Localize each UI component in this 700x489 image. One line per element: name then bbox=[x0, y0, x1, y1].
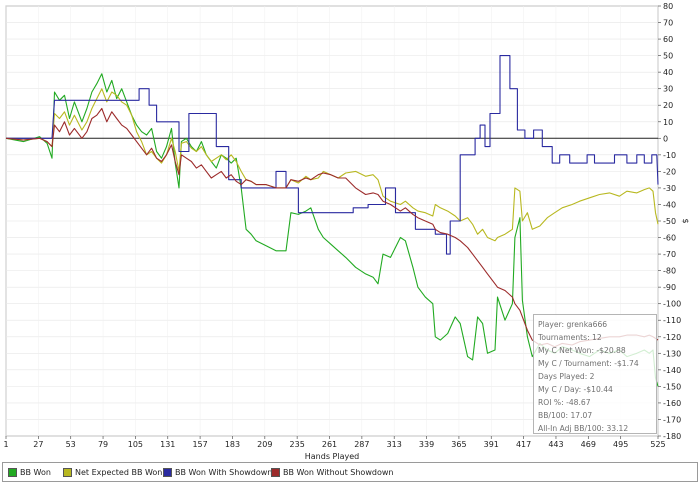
y-tick-label: 60 bbox=[663, 35, 673, 44]
y-tick-label: 20 bbox=[663, 101, 673, 110]
x-tick-label: 27 bbox=[33, 440, 43, 449]
stat-roi: ROI %: -48.67 bbox=[538, 398, 591, 407]
legend-swatch-without-showdown bbox=[271, 468, 280, 477]
x-tick-label: 287 bbox=[354, 440, 369, 449]
stat-tournaments: Tournaments: 12 bbox=[538, 333, 602, 342]
x-tick-label: 157 bbox=[192, 440, 207, 449]
y-axis-label: $ bbox=[681, 218, 690, 223]
y-tick-label: 30 bbox=[663, 85, 673, 94]
y-tick-label: -10 bbox=[663, 151, 676, 160]
x-tick-label: 443 bbox=[548, 440, 563, 449]
legend-label-without-showdown: BB Won Without Showdown bbox=[283, 468, 394, 477]
x-tick-label: 469 bbox=[581, 440, 596, 449]
y-tick-label: 40 bbox=[663, 68, 673, 77]
x-tick-label: 365 bbox=[451, 440, 466, 449]
player-stats-box: Player: grenka666 Tournaments: 12 My C N… bbox=[533, 314, 657, 434]
y-tick-label: -120 bbox=[663, 333, 681, 342]
legend-swatch-net-expected bbox=[63, 468, 72, 477]
y-tick-label: 10 bbox=[663, 118, 673, 127]
y-tick-label: 80 bbox=[663, 2, 673, 11]
y-tick-label: 70 bbox=[663, 19, 673, 28]
legend-item-without-showdown[interactable]: BB Won Without Showdown bbox=[271, 467, 393, 478]
series-line-bb-won bbox=[5, 73, 659, 387]
y-tick-label: -20 bbox=[663, 167, 676, 176]
y-tick-label: -30 bbox=[663, 184, 676, 193]
x-tick-label: 1 bbox=[3, 440, 8, 449]
stat-bb-per-100: BB/100: 17.07 bbox=[538, 411, 593, 420]
series-line-with-showdown bbox=[6, 55, 659, 255]
x-tick-label: 495 bbox=[613, 440, 628, 449]
x-tick-label: 417 bbox=[516, 440, 531, 449]
series-lines bbox=[5, 55, 659, 387]
series-line-without-showdown bbox=[5, 107, 659, 348]
x-tick-label: 209 bbox=[257, 440, 272, 449]
y-tick-label: -60 bbox=[663, 234, 676, 243]
x-tick-label: 79 bbox=[98, 440, 108, 449]
y-tick-label: -40 bbox=[663, 200, 676, 209]
stat-allin-adj-bb-per-100: All-In Adj BB/100: 33.12 bbox=[538, 424, 629, 433]
x-tick-label: 339 bbox=[419, 440, 434, 449]
y-tick-label: -70 bbox=[663, 250, 676, 259]
y-tick-label: -110 bbox=[663, 316, 681, 325]
y-tick-label: -50 bbox=[663, 217, 676, 226]
y-tick-label: -170 bbox=[663, 415, 681, 424]
x-tick-label: 313 bbox=[387, 440, 402, 449]
x-tick-label: 53 bbox=[66, 440, 76, 449]
x-tick-label: 131 bbox=[160, 440, 175, 449]
x-axis-label: Hands Played bbox=[305, 452, 359, 461]
x-axis-ticks: 1 27 53 79 105 131 157 183 209 235 261 287 313 339 365… bbox=[3, 436, 666, 449]
legend-label-bb-won: BB Won bbox=[20, 468, 51, 477]
y-tick-label: -90 bbox=[663, 283, 676, 292]
x-tick-label: 391 bbox=[484, 440, 499, 449]
x-tick-label: 261 bbox=[322, 440, 337, 449]
x-tick-label: 525 bbox=[650, 440, 665, 449]
y-tick-label: -180 bbox=[663, 432, 681, 441]
legend-label-with-showdown: BB Won With Showdown bbox=[175, 468, 273, 477]
stat-net-won: My C Net Won: -$20.88 bbox=[538, 346, 626, 355]
stat-per-tournament: My C / Tournament: -$1.74 bbox=[538, 359, 639, 368]
legend-swatch-bb-won bbox=[8, 468, 17, 477]
y-tick-label: -100 bbox=[663, 300, 681, 309]
legend-item-bb-won[interactable]: BB Won bbox=[8, 467, 51, 478]
legend-item-net-expected[interactable]: Net Expected BB Won bbox=[63, 467, 162, 478]
legend-item-with-showdown[interactable]: BB Won With Showdown bbox=[163, 467, 272, 478]
y-tick-label: -80 bbox=[663, 267, 676, 276]
legend-label-net-expected: Net Expected BB Won bbox=[75, 468, 163, 477]
y-tick-label: -140 bbox=[663, 366, 681, 375]
legend-swatch-with-showdown bbox=[163, 468, 172, 477]
stat-days-played: Days Played: 2 bbox=[538, 372, 595, 381]
y-tick-label: 0 bbox=[663, 134, 668, 143]
x-tick-label: 183 bbox=[225, 440, 240, 449]
y-tick-label: 50 bbox=[663, 52, 673, 61]
stat-per-day: My C / Day: -$10.44 bbox=[538, 385, 613, 394]
y-tick-label: -160 bbox=[663, 399, 681, 408]
y-tick-label: -150 bbox=[663, 382, 681, 391]
x-tick-label: 105 bbox=[128, 440, 143, 449]
y-tick-label: -130 bbox=[663, 349, 681, 358]
y-axis-ticks: 80 70 60 50 40 30 20 10 0 -10 -20 -30 -40 -50 -60 -70 -8… bbox=[658, 2, 681, 441]
x-tick-label: 235 bbox=[290, 440, 305, 449]
chart-legend: BB Won Net Expected BB Won BB Won With S… bbox=[2, 462, 698, 482]
stat-player: Player: grenka666 bbox=[538, 320, 608, 329]
